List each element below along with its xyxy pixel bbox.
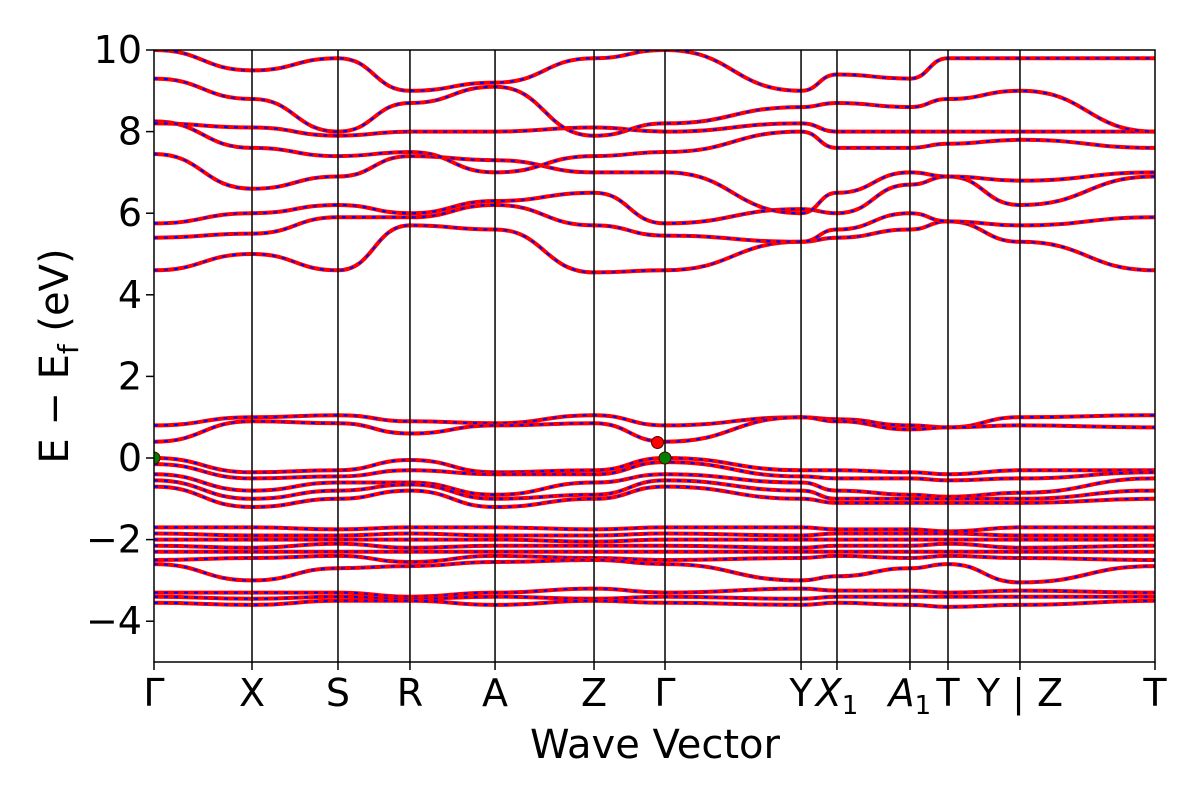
- x-tick-label: S: [326, 671, 350, 715]
- band-line: [154, 174, 1155, 226]
- x-tick-label: X1: [814, 671, 859, 721]
- x-tick-label: Y: [788, 671, 813, 715]
- band-line: [154, 76, 1155, 138]
- band-line-overlay: [154, 461, 1155, 482]
- extremum-marker: [154, 451, 161, 465]
- band-line-overlay: [154, 50, 1155, 92]
- y-axis-label-unit: (eV): [32, 248, 78, 344]
- plot-frame: [153, 49, 1156, 663]
- x-tick-label: R: [397, 671, 423, 715]
- y-axis-label: E − Ef (eV): [32, 248, 85, 463]
- y-tick-label: 0: [118, 436, 142, 480]
- y-tick-label: 2: [118, 354, 142, 398]
- x-tick-label: A1: [886, 671, 932, 721]
- band-line-overlay: [154, 473, 1155, 498]
- x-tick-label: T: [935, 671, 960, 715]
- x-tick-label: Y | Z: [976, 671, 1063, 716]
- high-symmetry-lines: [251, 50, 1021, 662]
- band-line-overlay: [154, 120, 1155, 174]
- band-line-overlay: [154, 220, 1155, 274]
- band-line: [154, 50, 1155, 93]
- x-tick-label: A: [482, 671, 508, 715]
- x-axis-label: Wave Vector: [530, 722, 781, 768]
- x-tick-label: Γ: [143, 671, 164, 715]
- extremum-marker: [658, 451, 672, 465]
- y-axis-label-main: E − E: [32, 354, 78, 464]
- band-extrema-markers: [154, 435, 672, 465]
- x-tick-label: X: [239, 671, 265, 715]
- bands-layer: [154, 50, 1155, 609]
- extremum-marker: [651, 435, 665, 449]
- y-tick-label: −2: [86, 518, 142, 562]
- y-tick-label: 10: [94, 28, 142, 72]
- y-tick-label: 6: [118, 191, 142, 235]
- x-tick-label: Γ: [654, 671, 675, 715]
- band-line-overlay: [154, 77, 1155, 137]
- y-tick-label: −4: [86, 599, 142, 643]
- x-tick-label: Z: [581, 671, 607, 715]
- y-axis-label-subscript: f: [52, 343, 85, 354]
- band-line-overlay: [154, 175, 1155, 225]
- y-tick-label: 4: [118, 273, 142, 317]
- x-tick-label: T: [1142, 671, 1167, 715]
- band-line-overlay: [154, 203, 1155, 243]
- y-tick-label: 8: [118, 110, 142, 154]
- band-line: [154, 119, 1155, 175]
- y-axis-ticks: −4 −2 0 2 4 6 8 10: [86, 28, 154, 643]
- band-line: [154, 455, 1155, 477]
